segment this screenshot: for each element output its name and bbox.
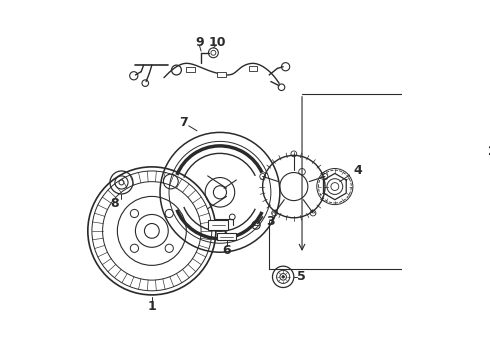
Text: 1: 1 — [147, 300, 156, 313]
Circle shape — [282, 276, 284, 278]
Text: 4: 4 — [353, 164, 362, 177]
Text: 7: 7 — [179, 116, 187, 129]
Text: 6: 6 — [222, 244, 231, 257]
Bar — [208, 220, 228, 230]
Text: 9: 9 — [195, 36, 204, 49]
Bar — [218, 233, 236, 240]
Bar — [249, 66, 257, 71]
Text: 10: 10 — [209, 36, 226, 49]
Bar — [218, 72, 226, 77]
Bar — [186, 67, 195, 72]
Text: 5: 5 — [297, 270, 306, 283]
Text: 2: 2 — [488, 145, 490, 158]
Text: 8: 8 — [111, 197, 119, 210]
Text: 3: 3 — [267, 215, 275, 228]
